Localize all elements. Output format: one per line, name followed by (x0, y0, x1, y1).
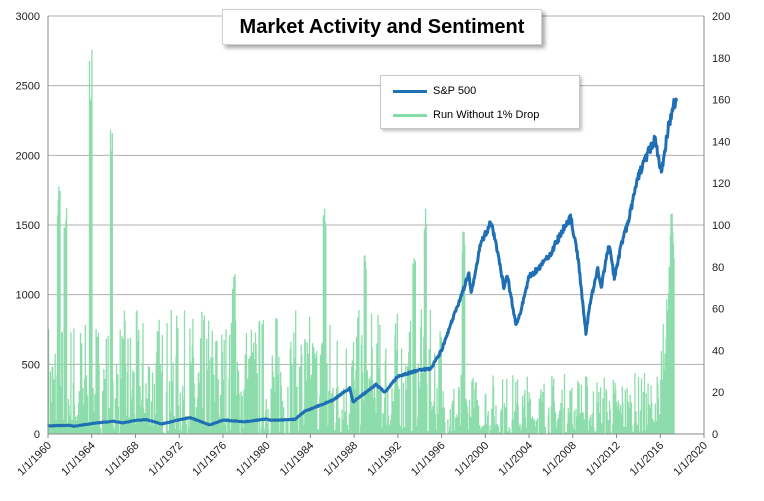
run-without-drop-series (47, 49, 675, 434)
y-left-tick-label: 2000 (16, 150, 40, 162)
y-right-tick-label: 0 (712, 429, 718, 441)
y-right-tick-label: 140 (712, 136, 730, 148)
y-left-tick-label: 0 (34, 429, 40, 441)
sp500-series-line (46, 97, 679, 428)
x-tick-label: 1/1/1960 (15, 440, 54, 479)
y-left-tick-label: 1500 (16, 220, 40, 232)
y-right-tick-label: 180 (712, 53, 730, 65)
legend: S&P 500 Run Without 1% Drop (380, 75, 580, 129)
chart-title-box: Market Activity and Sentiment (222, 9, 542, 45)
y-right-tick-label: 160 (712, 95, 730, 107)
x-tick-label: 1/1/1968 (103, 440, 142, 479)
x-tick-label: 1/1/2016 (628, 440, 667, 479)
x-tick-label: 1/1/1976 (190, 440, 229, 479)
x-tick-label: 1/1/1992 (365, 440, 404, 479)
y-right-tick-label: 80 (712, 262, 724, 274)
legend-label-sp500: S&P 500 (433, 85, 477, 97)
y-right-tick-label: 60 (712, 304, 724, 316)
gridlines (48, 15, 704, 435)
run-without-drop-bars (47, 49, 675, 434)
y-left-tick-label: 3000 (16, 11, 40, 23)
x-tick-label: 1/1/1964 (59, 440, 98, 479)
y-right-tick-label: 200 (712, 11, 730, 23)
legend-item-sp500: S&P 500 (393, 85, 476, 97)
x-tick-label: 1/1/2000 (453, 440, 492, 479)
y-right-tick-label: 40 (712, 345, 724, 357)
x-tick-label: 1/1/2020 (671, 440, 710, 479)
y-left-tick-label: 500 (22, 359, 40, 371)
y-right-tick-label: 100 (712, 220, 730, 232)
x-tick-label: 1/1/2004 (496, 440, 535, 479)
legend-swatch-sp500 (393, 89, 427, 93)
x-tick-label: 1/1/1984 (278, 440, 317, 479)
y-right-tick-label: 120 (712, 178, 730, 190)
x-tick-label: 1/1/2012 (584, 440, 623, 479)
x-tick-label: 1/1/1988 (321, 440, 360, 479)
x-tick-label: 1/1/2008 (540, 440, 579, 479)
x-tick-label: 1/1/1980 (234, 440, 273, 479)
y-left-tick-label: 2500 (16, 81, 40, 93)
legend-swatch-run (393, 113, 427, 117)
x-tick-label: 1/1/1972 (147, 440, 186, 479)
chart-title: Market Activity and Sentiment (239, 15, 525, 38)
legend-label-run: Run Without 1% Drop (433, 109, 540, 121)
x-tick-label: 1/1/1996 (409, 440, 448, 479)
y-right-tick-label: 20 (712, 387, 724, 399)
y-left-tick-label: 1000 (16, 290, 40, 302)
legend-item-run: Run Without 1% Drop (393, 109, 539, 121)
